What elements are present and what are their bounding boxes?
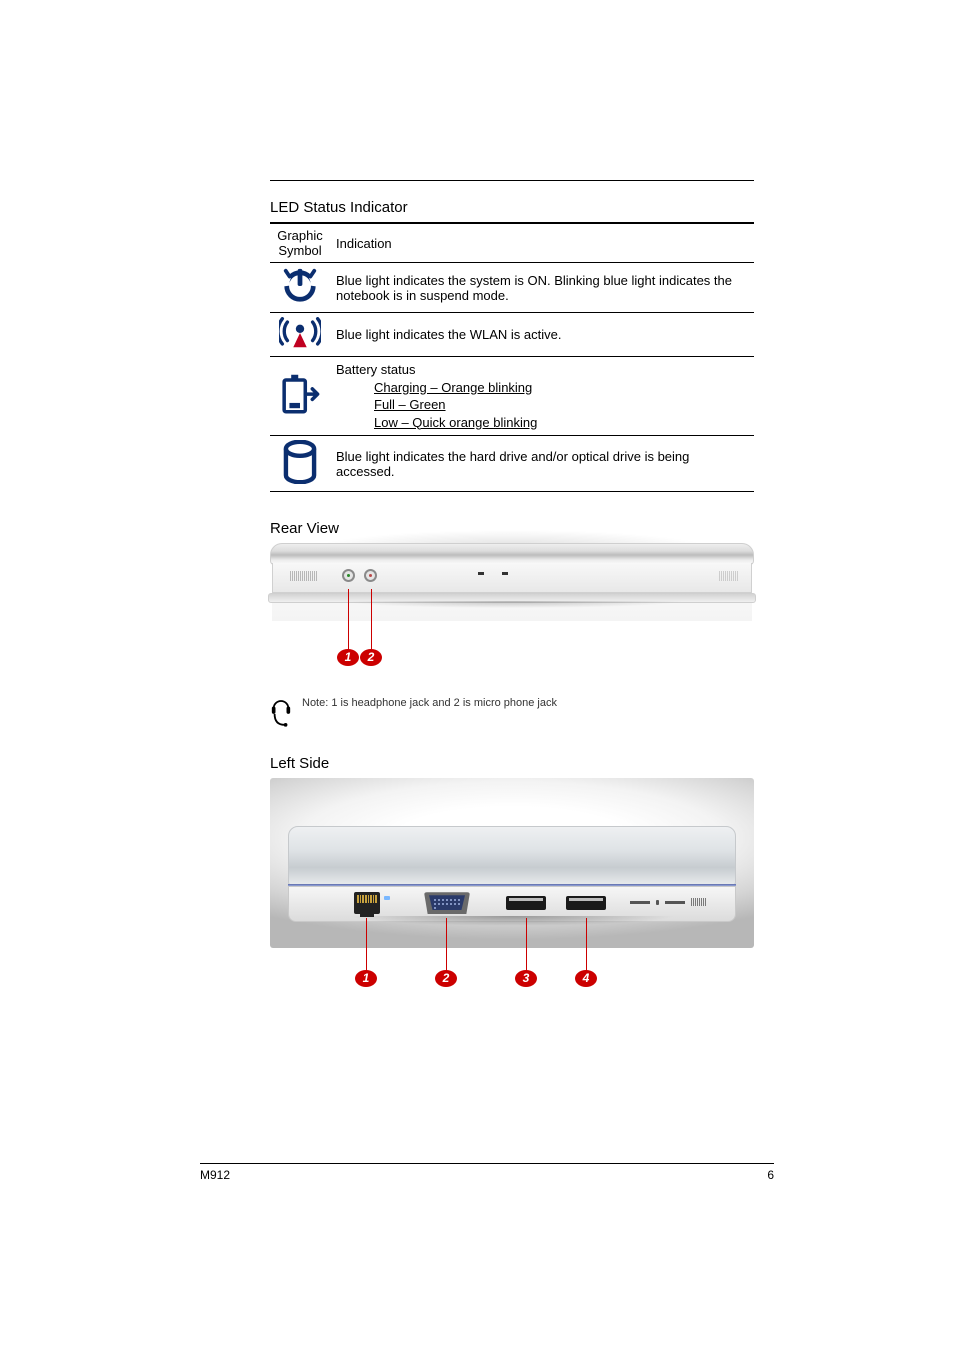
lan-port xyxy=(354,892,380,914)
battery-title: Battery status xyxy=(336,361,748,379)
battery-sub-1: Charging – Orange blinking xyxy=(374,379,748,397)
usb-port-1 xyxy=(506,896,546,910)
page-footer: M912 6 xyxy=(200,1163,774,1182)
battery-sub-3: Low – Quick orange blinking xyxy=(374,414,748,432)
left-callout-1: 1 xyxy=(355,970,377,987)
cylinder-icon xyxy=(282,440,318,484)
footer-right: 6 xyxy=(767,1168,774,1182)
left-callouts: 1 2 3 4 xyxy=(270,948,754,1008)
headset-note-icon xyxy=(270,697,292,727)
power-icon xyxy=(281,267,319,305)
header-indication: Indication xyxy=(330,223,754,263)
left-title: Left Side xyxy=(270,755,754,772)
rear-callout-1: 1 xyxy=(337,649,359,666)
indicator-light xyxy=(384,896,390,900)
rear-callouts: 1 2 xyxy=(272,621,752,691)
usb-port-2 xyxy=(566,896,606,910)
header-symbol: Graphic Symbol xyxy=(270,223,330,263)
rear-illustration xyxy=(272,545,752,621)
led-table: Graphic Symbol Indication Blue light ind… xyxy=(270,222,754,492)
left-callout-4: 4 xyxy=(575,970,597,987)
rear-callout-2: 2 xyxy=(360,649,382,666)
battery-sub-2: Full – Green xyxy=(374,396,748,414)
left-illustration xyxy=(270,778,754,948)
rear-note-text: Note: 1 is headphone jack and 2 is micro… xyxy=(302,697,557,709)
card-slots xyxy=(630,896,706,908)
footer-left: M912 xyxy=(200,1168,230,1182)
battery-icon xyxy=(280,373,320,417)
led-title: LED Status Indicator xyxy=(270,199,754,216)
wlan-icon xyxy=(279,317,321,349)
power-desc: Blue light indicates the system is ON. B… xyxy=(330,263,754,313)
vga-port xyxy=(424,892,470,914)
rear-note: Note: 1 is headphone jack and 2 is micro… xyxy=(270,697,754,727)
battery-icon-cell xyxy=(270,357,330,436)
power-icon-cell xyxy=(270,263,330,313)
left-callout-3: 3 xyxy=(515,970,537,987)
hdd-icon-cell xyxy=(270,436,330,492)
wlan-desc: Blue light indicates the WLAN is active. xyxy=(330,313,754,357)
hdd-desc: Blue light indicates the hard drive and/… xyxy=(330,436,754,492)
wlan-icon-cell xyxy=(270,313,330,357)
battery-desc: Battery status Charging – Orange blinkin… xyxy=(330,357,754,436)
top-rule xyxy=(270,180,754,181)
left-callout-2: 2 xyxy=(435,970,457,987)
